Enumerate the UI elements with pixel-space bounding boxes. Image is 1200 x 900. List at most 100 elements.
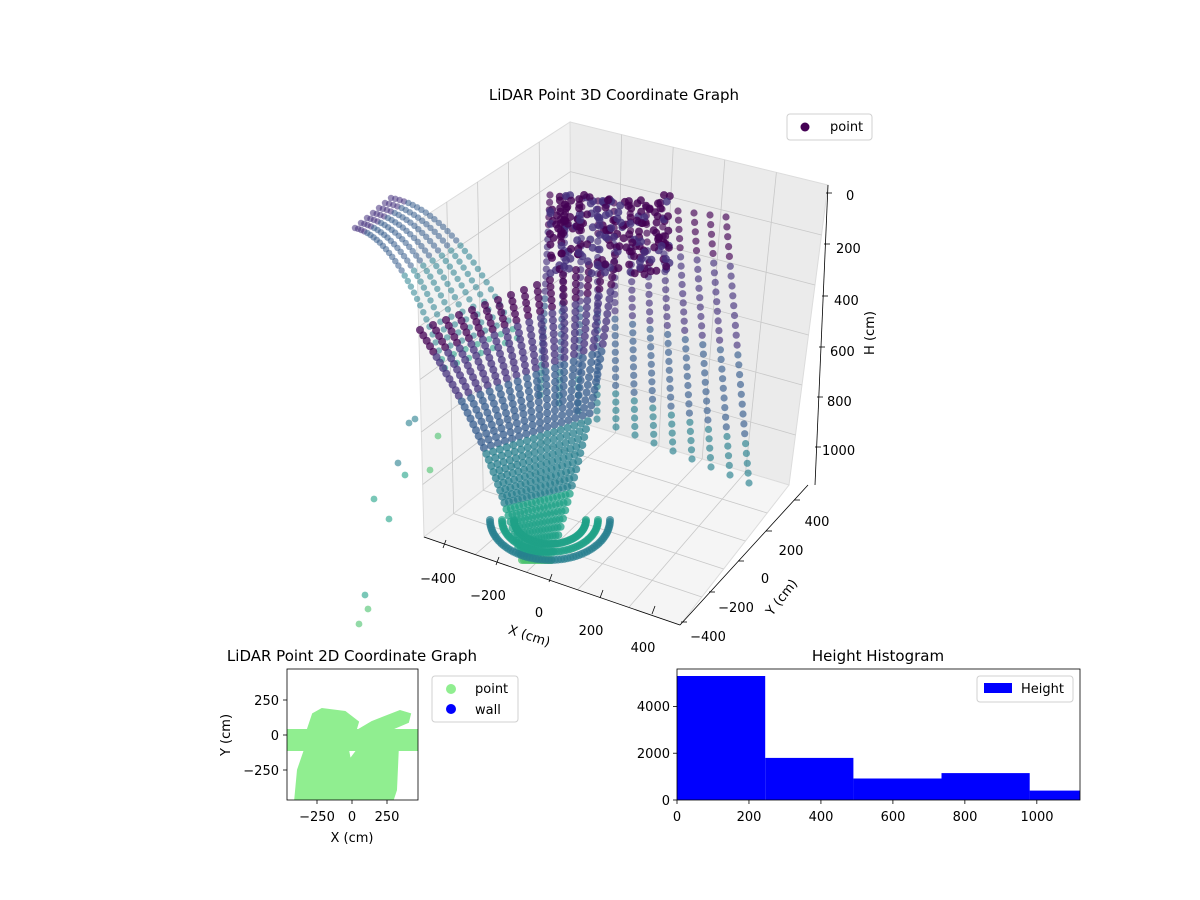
data-point xyxy=(580,339,589,348)
data-point xyxy=(483,381,492,390)
data-point xyxy=(631,414,639,422)
data-point xyxy=(533,281,541,289)
plot3d-title: LiDAR Point 3D Coordinate Graph xyxy=(489,86,739,104)
arm-shape xyxy=(342,709,412,747)
data-point xyxy=(506,345,515,354)
data-point xyxy=(640,270,649,279)
data-point xyxy=(628,295,636,303)
data-point xyxy=(427,224,434,232)
data-point xyxy=(502,327,511,335)
data-point xyxy=(500,402,509,411)
data-point xyxy=(541,360,550,369)
data-point xyxy=(628,286,636,294)
data-point xyxy=(550,357,559,366)
data-point xyxy=(701,369,709,377)
data-point xyxy=(578,441,587,450)
data-point xyxy=(536,446,545,455)
data-point xyxy=(443,334,451,341)
data-point xyxy=(516,439,525,447)
data-point xyxy=(666,384,674,392)
data-point xyxy=(571,273,580,281)
data-point xyxy=(557,242,566,250)
y-tick: 0 xyxy=(271,729,279,744)
tick-mark xyxy=(495,556,500,566)
data-point xyxy=(516,335,525,344)
data-point xyxy=(667,393,675,401)
legend-marker xyxy=(800,122,810,132)
data-point xyxy=(420,262,427,269)
data-point xyxy=(741,430,749,438)
y-tick: 0 xyxy=(761,572,769,587)
data-point xyxy=(491,371,500,380)
data-point xyxy=(551,371,560,380)
data-point xyxy=(662,295,670,303)
grid-line xyxy=(577,458,703,591)
data-point xyxy=(612,373,620,381)
data-point xyxy=(542,381,551,390)
data-point xyxy=(700,359,708,368)
data-point xyxy=(625,230,634,239)
data-point xyxy=(492,433,500,442)
data-point xyxy=(579,346,588,355)
data-point xyxy=(630,405,639,413)
data-point xyxy=(484,435,493,444)
data-point xyxy=(355,620,363,628)
data-point xyxy=(488,325,497,334)
x-tick: −400 xyxy=(420,572,456,587)
data-point xyxy=(574,457,583,466)
data-point xyxy=(433,311,441,318)
data-point xyxy=(560,312,569,321)
data-point xyxy=(434,247,442,254)
data-point xyxy=(588,393,597,402)
data-point xyxy=(740,420,748,428)
plot2d-frame xyxy=(286,668,419,801)
data-point xyxy=(515,432,524,441)
data-point xyxy=(612,415,620,423)
data-point xyxy=(511,309,519,318)
data-point xyxy=(567,481,576,490)
data-point xyxy=(614,264,623,273)
data-point xyxy=(536,418,544,427)
data-point xyxy=(557,418,566,427)
data-point xyxy=(436,268,444,275)
data-point xyxy=(562,431,571,440)
x-axis-line xyxy=(423,536,681,626)
data-point xyxy=(509,358,518,367)
data-point xyxy=(580,403,588,412)
data-point xyxy=(549,442,558,451)
grid-line xyxy=(571,320,803,386)
data-point xyxy=(584,275,593,284)
data-point xyxy=(732,331,740,339)
data-point xyxy=(453,237,460,244)
data-point xyxy=(529,427,538,436)
data-point xyxy=(560,367,569,376)
data-point xyxy=(557,230,566,239)
data-point xyxy=(497,355,506,364)
data-point xyxy=(527,407,536,416)
data-point xyxy=(435,219,442,227)
data-point xyxy=(681,326,689,334)
data-point xyxy=(551,378,560,387)
data-point xyxy=(645,299,653,307)
data-point xyxy=(448,247,455,254)
data-point xyxy=(500,320,509,329)
data-point xyxy=(703,397,711,405)
data-point xyxy=(497,308,506,317)
data-point xyxy=(515,329,523,337)
data-point xyxy=(410,289,418,296)
data-point xyxy=(448,287,455,294)
y-tick: 4000 xyxy=(637,700,670,715)
data-point xyxy=(462,289,469,296)
data-point xyxy=(490,331,499,340)
data-point xyxy=(680,308,688,316)
data-point xyxy=(601,260,610,269)
data-point xyxy=(676,235,684,243)
data-point xyxy=(647,343,655,351)
data-point xyxy=(502,409,510,418)
data-point xyxy=(536,453,545,462)
y-tick: −200 xyxy=(718,601,754,616)
data-point xyxy=(425,252,433,259)
data-point xyxy=(590,385,599,394)
data-point xyxy=(611,315,619,323)
data-point xyxy=(530,350,538,359)
